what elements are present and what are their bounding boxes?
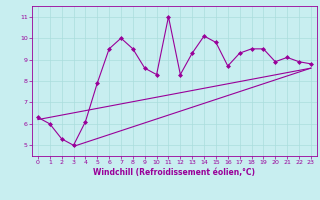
- X-axis label: Windchill (Refroidissement éolien,°C): Windchill (Refroidissement éolien,°C): [93, 168, 255, 177]
